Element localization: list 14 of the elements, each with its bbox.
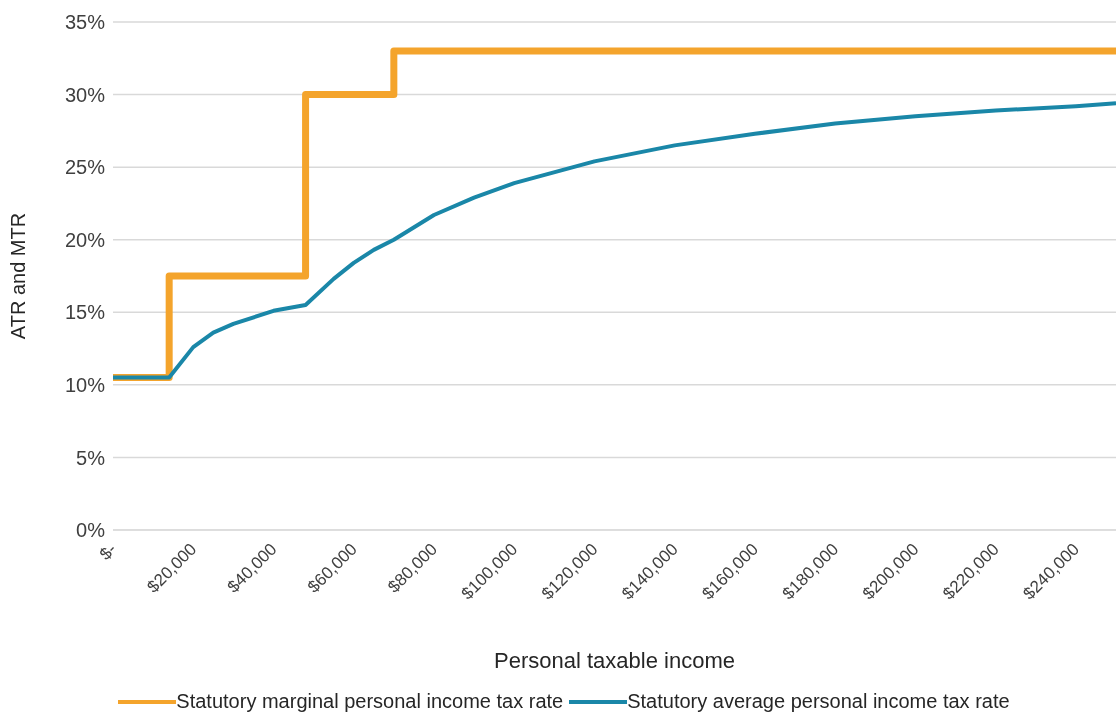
y-tick-label: 15% (64, 301, 106, 324)
y-axis-title: ATR and MTR (7, 212, 30, 340)
y-tick-label: 10% (64, 373, 106, 396)
x-axis-title: Personal taxable income (494, 648, 735, 673)
y-tick-label: 20% (64, 228, 106, 251)
y-tick-label: 0% (76, 519, 106, 542)
legend-label: Statutory marginal personal income tax rate (176, 690, 564, 713)
x-tick-label: $- (95, 539, 121, 564)
line-series (113, 101, 1116, 380)
y-tick-label: 30% (64, 83, 106, 106)
y-tick-label: 25% (64, 156, 106, 179)
y-tick-label: 35% (64, 11, 106, 34)
legend-label: Statutory average personal income tax rate (627, 690, 1010, 713)
y-tick-label: 5% (76, 446, 106, 469)
